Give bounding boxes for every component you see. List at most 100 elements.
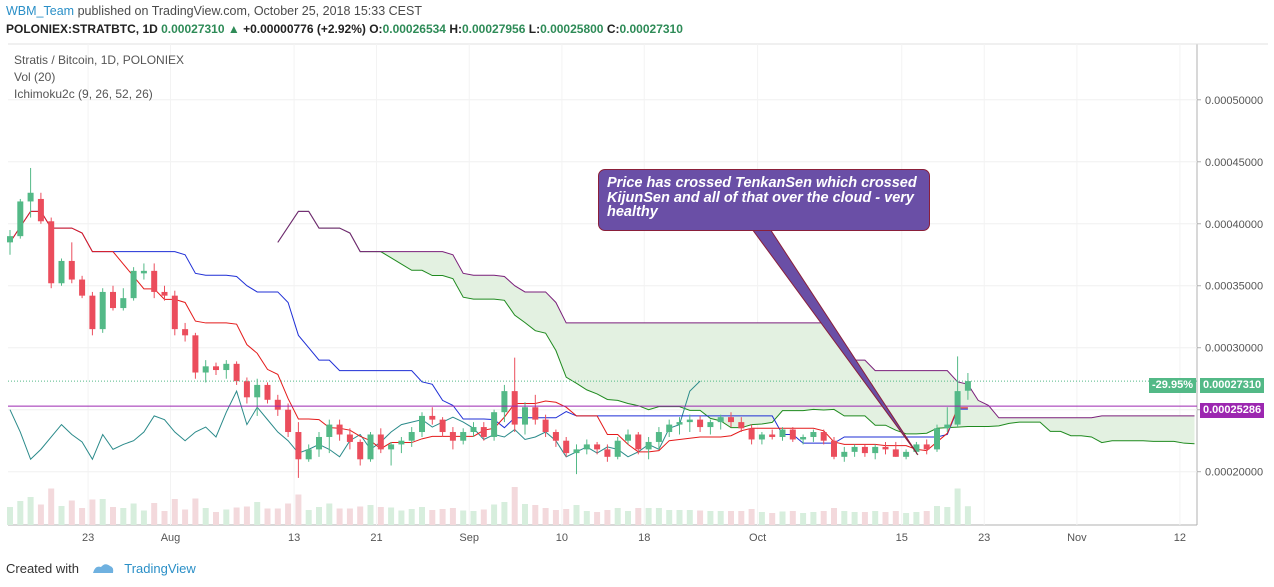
candle-body [717, 417, 724, 423]
candle-body [130, 270, 137, 299]
candle-body [161, 291, 168, 296]
volume-bar [295, 494, 302, 525]
volume-bar [429, 510, 436, 525]
volume-bar [625, 511, 631, 525]
volume-bar [285, 503, 292, 525]
footer: Created with TradingView [6, 561, 196, 578]
candle-body [449, 432, 456, 441]
volume-bar [820, 511, 827, 525]
candle-body [831, 440, 837, 457]
x-tick-label: 18 [638, 532, 650, 544]
volume-bar [511, 487, 518, 525]
candle-body [99, 291, 106, 330]
candle-body [686, 419, 693, 423]
volume-bar [254, 502, 261, 525]
candle-body [697, 419, 704, 428]
candle-body [470, 427, 477, 433]
candle-body [841, 451, 848, 457]
candle-body [223, 363, 230, 371]
candle-body [789, 429, 796, 440]
candle-body [758, 434, 765, 440]
volume-bar [264, 508, 271, 525]
candle-body [861, 446, 868, 454]
volume-bar [882, 512, 889, 525]
candle-body [501, 391, 508, 413]
candle-body [923, 444, 930, 450]
candle-body [285, 409, 292, 433]
volume-bar [326, 503, 333, 525]
candle-body [800, 436, 807, 440]
candle-body [964, 381, 971, 391]
volume-bar [202, 508, 209, 525]
candle-body [779, 429, 786, 437]
candle-body [542, 419, 549, 433]
tradingview-logo-icon[interactable] [91, 561, 115, 578]
candle-body [491, 412, 498, 437]
candle-body [388, 444, 395, 450]
volume-bar [573, 505, 580, 525]
candle-body [707, 422, 714, 428]
open-value: 0.00026534 [382, 22, 446, 36]
volume-bar [964, 506, 971, 525]
volume-bar [563, 509, 570, 525]
volume-bar [583, 511, 590, 525]
volume-bar [491, 504, 498, 525]
open-label: O: [369, 22, 383, 36]
candle-body [903, 451, 910, 457]
candle-body [872, 446, 879, 454]
y-tick-label: 0.00020000 [1205, 467, 1263, 479]
volume-bar [37, 504, 44, 525]
volume-bar [110, 507, 116, 525]
candle-body [17, 201, 24, 237]
candle-body [37, 198, 44, 222]
annotation-text: Price has crossed TenkanSen which crosse… [607, 175, 917, 220]
candle-body [532, 407, 539, 420]
volume-bar [872, 511, 879, 525]
volume-bar [388, 507, 395, 525]
candle-body [58, 260, 65, 284]
candle-body [367, 434, 374, 460]
volume-bar [470, 511, 477, 525]
candle-body [408, 432, 415, 441]
last-price-value: 0.00027310 [161, 22, 225, 36]
candle-body [264, 384, 271, 400]
tenkan-sen-line [9, 210, 968, 453]
candle-body [810, 432, 817, 437]
volume-bar [944, 507, 951, 525]
volume-bar [233, 507, 240, 525]
percent-change-tag: -29.95% [1149, 378, 1196, 393]
publisher-username[interactable]: WBM_Team [6, 4, 75, 18]
annotation-callout: Price has crossed TenkanSen which crosse… [598, 169, 930, 231]
candle-body [625, 434, 631, 441]
price-chart[interactable]: 0.000200000.000250000.000300000.00035000… [0, 0, 1274, 560]
x-tick-label: Nov [1067, 532, 1087, 544]
candle-body [110, 291, 116, 309]
volume-bar [913, 512, 920, 525]
candle-body [563, 440, 570, 454]
last-price-tag: 0.00027310 [1200, 378, 1265, 393]
candle-body [316, 436, 322, 450]
volume-bar [120, 508, 127, 525]
kijun-sen-line [9, 210, 968, 444]
volume-bar [161, 511, 168, 525]
volume-bar [68, 500, 75, 525]
candle-body [614, 440, 621, 457]
candle-body [182, 329, 189, 336]
volume-bar [192, 498, 199, 525]
volume-bar [686, 510, 693, 525]
candle-body [820, 432, 827, 441]
volume-bar [58, 506, 65, 525]
volume-bar [542, 508, 549, 525]
close-value: 0.00027310 [619, 22, 683, 36]
volume-bar [17, 501, 24, 525]
volume-bar [419, 507, 425, 525]
candle-body [934, 428, 940, 450]
candle-body [336, 424, 343, 435]
candle-body [851, 446, 858, 452]
volume-bar [151, 503, 158, 525]
y-tick-label: 0.00035000 [1205, 281, 1263, 293]
x-tick-label: 13 [288, 532, 300, 544]
volume-bar [954, 488, 961, 525]
tradingview-link[interactable]: TradingView [124, 561, 196, 576]
volume-bar [800, 513, 807, 525]
